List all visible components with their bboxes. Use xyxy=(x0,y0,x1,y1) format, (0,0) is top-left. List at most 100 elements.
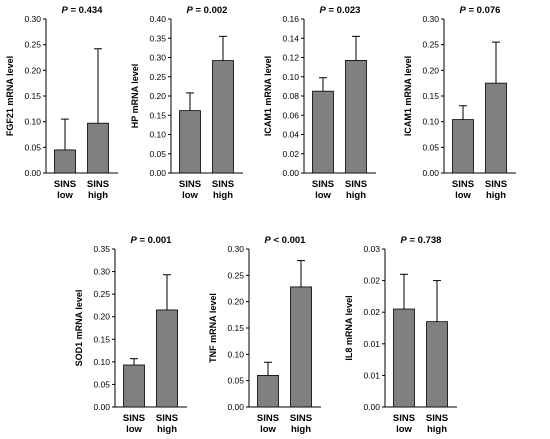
y-tick-label: 0.04 xyxy=(282,130,299,140)
y-tick-label: 0.20 xyxy=(93,312,110,322)
y-tick-label: 0.25 xyxy=(227,270,244,280)
chart-panel-4: 0.000.050.100.150.200.250.300.35SINSlowS… xyxy=(74,235,187,435)
p-value: P = 0.002 xyxy=(187,5,228,16)
chart-panel-2: 0.00 0.02 0.04 0.06 0.08 0.10 0.12 0.14 0.16 SINS… xyxy=(263,5,376,201)
p-value-symbol: P xyxy=(460,5,467,16)
y-tick-label: 0.20 xyxy=(24,65,41,75)
bar xyxy=(54,149,76,174)
y-tick-label: 0.20 xyxy=(422,65,439,75)
p-value-text: = 0.434 xyxy=(68,5,103,16)
category-label: SINS xyxy=(485,179,507,190)
y-tick-label: 0.10 xyxy=(422,117,439,127)
y-tick-label: 0.05 xyxy=(93,379,110,389)
p-value: P = 0.001 xyxy=(131,235,173,246)
y-tick-label: 0.16 xyxy=(282,14,299,24)
chart-panel-1: 0.00 0.05 0.10 0.15 0.20 0.25 0.30 0.35 0.40 SINS… xyxy=(130,5,243,201)
y-axis-title: TNF mRNA level xyxy=(208,293,218,363)
y-axis-title: HP mRNA level xyxy=(130,64,140,129)
bar xyxy=(485,82,507,174)
y-tick-label: 0.01 xyxy=(363,370,380,380)
y-tick-label: 0.12 xyxy=(282,53,299,63)
category-label: low xyxy=(260,424,276,435)
p-value-text: = 0.002 xyxy=(193,5,228,16)
chart-panel-3: 0.000.050.100.150.200.250.30SINSlowSINSh… xyxy=(403,5,516,201)
bar xyxy=(426,321,448,408)
category-label: SINS xyxy=(312,179,334,190)
y-tick-label: 0.30 xyxy=(24,14,41,24)
p-value: P = 0.434 xyxy=(62,5,104,16)
y-tick-label: 0.05 xyxy=(422,142,439,152)
category-label: SINS xyxy=(179,179,201,190)
p-value: P = 0.023 xyxy=(320,5,361,16)
y-tick-label: 0.05 xyxy=(227,376,244,386)
chart-panel-6: 0.000.010.010.020.020.03SINSlowSINShighI… xyxy=(344,235,457,435)
y-tick-label: 0.02 xyxy=(363,307,380,317)
category-label: SINS xyxy=(212,179,234,190)
y-tick-label: 0.40 xyxy=(149,14,166,24)
y-tick-label: 0.30 xyxy=(422,14,439,24)
category-label: low xyxy=(126,424,142,435)
p-value: P = 0.076 xyxy=(460,5,501,16)
p-value-text: = 0.023 xyxy=(326,5,361,16)
y-tick-label: 0.01 xyxy=(363,339,380,349)
category-label: high xyxy=(88,190,108,201)
y-tick-label: 0.02 xyxy=(363,276,380,286)
y-tick-label: 0.25 xyxy=(24,40,41,50)
bar xyxy=(290,286,312,408)
p-value-symbol: P xyxy=(265,235,272,246)
bar xyxy=(123,364,145,408)
p-value-text: < 0.001 xyxy=(271,235,306,246)
y-tick-label: 0.00 xyxy=(227,402,244,412)
category-label: low xyxy=(182,190,198,201)
category-label: SINS xyxy=(54,179,76,190)
p-value-symbol: P xyxy=(401,235,408,246)
y-tick-label: 0.20 xyxy=(227,297,244,307)
p-value-text: = 0.076 xyxy=(466,5,501,16)
y-tick-label: 0.05 xyxy=(149,149,166,159)
bar xyxy=(452,119,474,174)
bar xyxy=(87,122,109,174)
y-tick-label: 0.02 xyxy=(282,149,299,159)
category-label: SINS xyxy=(426,413,448,424)
y-tick-label: 0.35 xyxy=(93,244,110,254)
category-label: SINS xyxy=(452,179,474,190)
bar xyxy=(345,59,367,174)
category-label: high xyxy=(427,424,447,435)
chart-panel-0: 0.000.050.100.150.200.250.30SINSlowSINSh… xyxy=(5,5,118,201)
bar xyxy=(393,308,415,408)
y-tick-label: 0.15 xyxy=(422,91,439,101)
bar xyxy=(312,90,334,174)
y-tick-label: 0.10 xyxy=(227,349,244,359)
category-label: SINS xyxy=(156,413,178,424)
y-tick-label: 0.10 xyxy=(93,357,110,367)
y-tick-label: 0.10 xyxy=(149,130,166,140)
category-label: low xyxy=(57,190,73,201)
y-tick-label: 0.03 xyxy=(363,244,380,254)
y-axis-title: ICAM1 mRNA level xyxy=(263,56,273,136)
category-label: SINS xyxy=(257,413,279,424)
y-tick-label: 0.10 xyxy=(24,117,41,127)
y-axis-title: IL8 mRNA level xyxy=(344,295,354,360)
y-tick-label: 0.00 xyxy=(422,168,439,178)
y-tick-label: 0.15 xyxy=(93,334,110,344)
y-tick-label: 0.30 xyxy=(93,267,110,277)
p-value-symbol: P xyxy=(320,5,327,16)
y-tick-label: 0.15 xyxy=(227,323,244,333)
p-value: P = 0.738 xyxy=(401,235,442,246)
p-value-text: = 0.738 xyxy=(407,235,442,246)
p-value-text: = 0.001 xyxy=(137,235,172,246)
p-value-symbol: P xyxy=(62,5,69,16)
category-label: high xyxy=(346,190,366,201)
bar xyxy=(257,374,279,408)
category-label: SINS xyxy=(87,179,109,190)
y-tick-label: 0.20 xyxy=(149,91,166,101)
y-tick-label: 0.25 xyxy=(93,289,110,299)
y-tick-label: 0.00 xyxy=(24,168,41,178)
category-label: high xyxy=(291,424,311,435)
category-label: high xyxy=(486,190,506,201)
y-tick-label: 0.30 xyxy=(149,53,166,63)
category-label: low xyxy=(455,190,471,201)
y-axis-title: SOD1 mRNA level xyxy=(74,290,84,367)
category-label: high xyxy=(157,424,177,435)
y-tick-label: 0.25 xyxy=(422,40,439,50)
